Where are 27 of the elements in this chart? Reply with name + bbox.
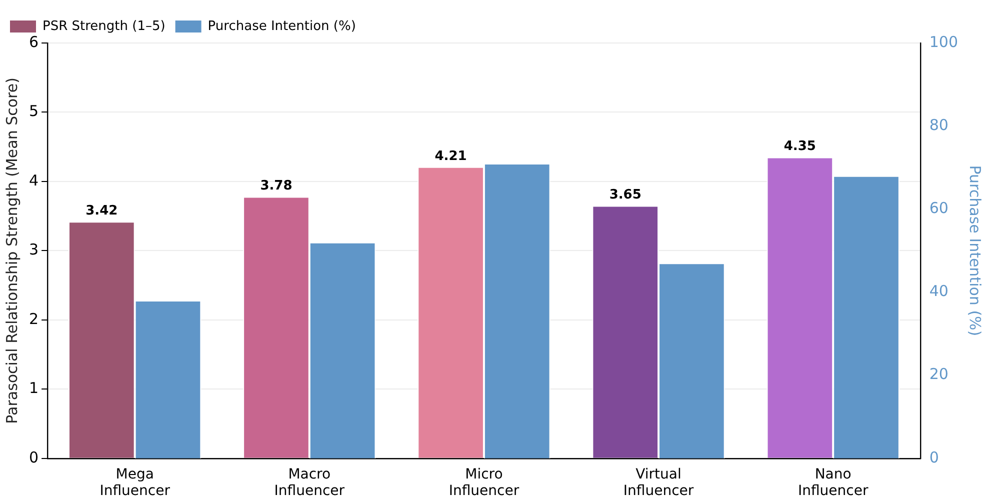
y-tick-label: 3 xyxy=(28,240,39,259)
y2-tick-label: 60 xyxy=(929,199,948,218)
y-tick-label: 5 xyxy=(28,102,39,120)
y2-tick-label: 40 xyxy=(929,282,948,300)
y-tick-label: 4 xyxy=(28,171,39,190)
y2-tick-label: 80 xyxy=(929,116,948,134)
legend-label: PSR Strength (1–5) xyxy=(42,18,166,34)
y-tick-label: 0 xyxy=(28,448,39,466)
y-tick-label: 1 xyxy=(28,379,39,398)
data-label: 3.65 xyxy=(609,188,642,203)
data-label: 3.42 xyxy=(86,203,118,218)
data-label: 4.35 xyxy=(784,139,816,154)
y2-tick-label: 20 xyxy=(929,365,948,384)
x-tick-label: Micro Influencer xyxy=(448,466,520,500)
x-tick-label: Macro Influencer xyxy=(274,466,345,500)
y-axis-title: Parasocial Relationship Strength (Mean Score) xyxy=(2,78,21,424)
y2-axis-title: Purchase Intention (%) xyxy=(966,165,984,336)
x-tick-label: Virtual Influencer xyxy=(623,466,694,500)
y-tick-label: 2 xyxy=(28,310,39,328)
y2-tick-label: 100 xyxy=(929,32,958,51)
x-tick-label: Nano Influencer xyxy=(798,466,868,500)
y2-tick-label: 0 xyxy=(929,448,939,466)
data-label: 3.78 xyxy=(260,178,292,194)
x-tick-label: Mega Influencer xyxy=(100,466,170,500)
y-tick-label: 6 xyxy=(28,32,39,51)
data-label: 4.21 xyxy=(434,148,467,164)
legend-label: Purchase Intention (%) xyxy=(208,18,356,34)
